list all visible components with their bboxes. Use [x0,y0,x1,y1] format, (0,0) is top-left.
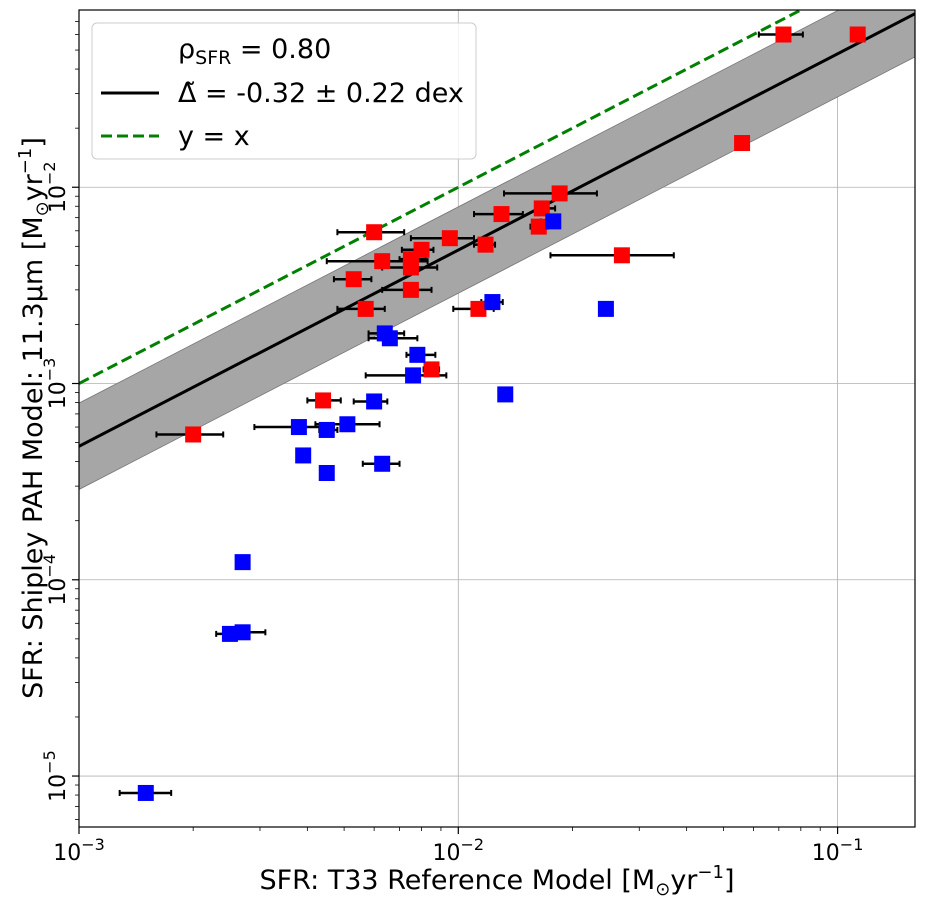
red-point [345,271,362,288]
x-tick-label: 10−2 [432,835,484,866]
blue-point [234,554,251,571]
x-tick-label: 10−1 [812,835,864,866]
legend-rho-label: ρSFR = 0.80 [178,34,331,69]
red-point [374,253,391,270]
axis-tick-labels: 10−3 10−2 10−1 10−5 10−4 10−3 10−2 [40,161,863,866]
red-point [357,300,374,317]
red-point [423,361,440,378]
legend-box [91,22,477,160]
scatter-band-layer [79,10,915,490]
red-point [775,26,792,43]
blue-point [318,421,335,438]
y-axis-title: SFR: Shipley PAH Model: 11.3μm [M⊙yr−1] [15,137,53,699]
red-point [402,281,419,298]
red-point [734,135,751,152]
blue-point [339,416,356,433]
blue-point [381,330,398,347]
blue-point [295,447,312,464]
blue-point [374,455,391,472]
blue-point [405,367,422,384]
red-point [533,200,550,217]
red-point [551,185,568,202]
red-point [470,300,487,317]
blue-point [597,300,614,317]
legend-fit-label: Δ̃ = -0.32 ± 0.22 dex [178,78,464,109]
blue-point [497,386,514,403]
red-point [849,26,866,43]
red-point [477,236,494,253]
y-tick-label: 10−5 [40,750,71,802]
scatter-band [79,10,915,490]
blue-point [409,346,426,363]
red-point [315,392,332,409]
blue-point [484,294,501,311]
red-point [530,218,547,235]
blue-point [366,393,383,410]
blue-point [545,213,562,230]
red-point [366,224,383,241]
reference-lines [79,10,915,448]
red-point [441,230,458,247]
blue-point [221,625,238,642]
blue-point [290,419,307,436]
red-point [493,206,510,223]
fit-line [79,12,915,448]
y-tick-label: 10−3 [40,358,71,410]
red-point [613,247,630,264]
axis-ticks [72,20,839,834]
y-tick-label: 10−4 [40,554,71,606]
identity-line [79,10,805,385]
y-tick-label: 10−2 [40,161,71,213]
x-axis-title: SFR: T33 Reference Model [M⊙yr−1] [259,862,734,900]
legend: ρSFR = 0.80 Δ̃ = -0.32 ± 0.22 dex y = x [91,22,477,160]
red-point [402,259,419,276]
plot-frame [78,9,916,828]
legend-identity-label: y = x [178,121,250,152]
x-tick-label: 10−3 [53,835,105,866]
red-point [185,426,202,443]
blue-point [318,464,335,481]
blue-point [137,784,154,801]
blue-point [234,624,251,641]
data-points [137,26,866,801]
